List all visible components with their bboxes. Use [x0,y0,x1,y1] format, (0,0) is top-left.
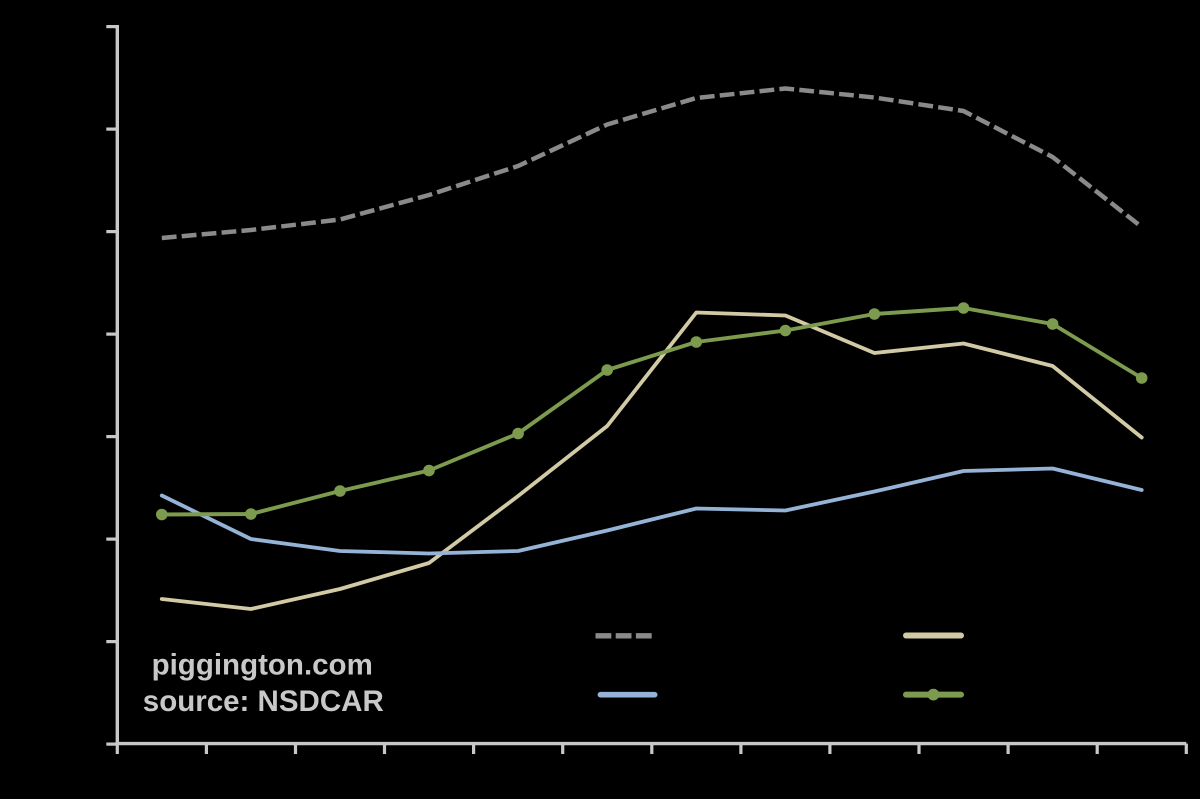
svg-text:source: NSDCAR: source: NSDCAR [143,685,384,718]
svg-text:piggington.com: piggington.com [152,649,373,682]
